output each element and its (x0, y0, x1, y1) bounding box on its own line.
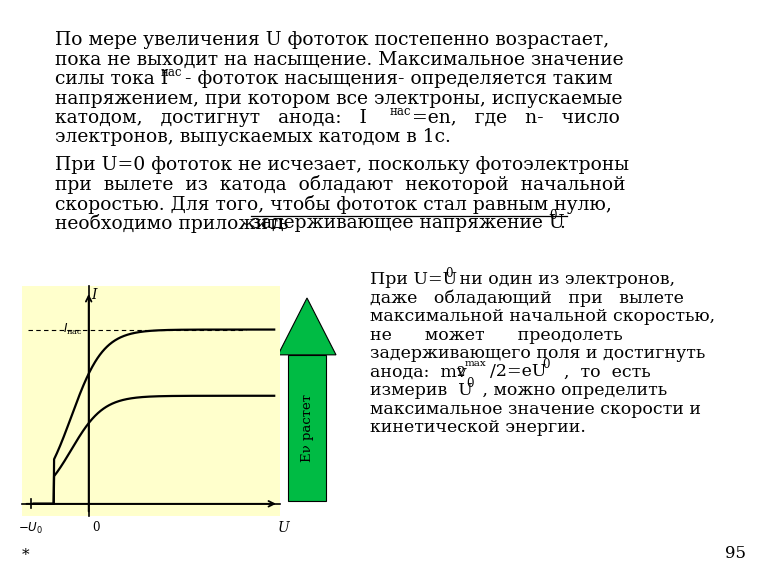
Text: /2=eU: /2=eU (490, 363, 546, 381)
Text: пока не выходит на насыщение. Максимальное значение: пока не выходит на насыщение. Максимальн… (55, 51, 624, 69)
Text: электронов, выпускаемых катодом в 1с.: электронов, выпускаемых катодом в 1с. (55, 128, 451, 146)
Polygon shape (278, 298, 336, 355)
Text: - фототок насыщения- определяется таким: - фототок насыщения- определяется таким (185, 70, 613, 88)
Text: =en,   где   n-   число: =en, где n- число (412, 109, 620, 127)
Text: 95: 95 (724, 545, 746, 562)
Text: max: max (465, 358, 487, 367)
Text: 2: 2 (456, 366, 465, 378)
Text: U: U (278, 521, 290, 535)
Text: 0: 0 (549, 209, 557, 222)
Text: *: * (22, 548, 30, 562)
Text: максимальное значение скорости и: максимальное значение скорости и (370, 400, 701, 418)
Bar (288, 355, 326, 501)
Text: , можно определить: , можно определить (477, 382, 667, 399)
Text: $-U_0$: $-U_0$ (18, 521, 43, 536)
Text: .: . (559, 214, 565, 232)
Text: задерживающего поля и достигнуть: задерживающего поля и достигнуть (370, 345, 705, 362)
Text: ,  то  есть: , то есть (553, 363, 650, 381)
Text: силы тока I: силы тока I (55, 70, 168, 88)
Text: анода:  mv: анода: mv (370, 363, 467, 381)
Text: По мере увеличения U фототок постепенно возрастает,: По мере увеличения U фототок постепенно … (55, 31, 609, 49)
Text: $I_{\mathregular{нас}}$: $I_{\mathregular{нас}}$ (63, 322, 83, 337)
Text: напряжением, при котором все электроны, испускаемые: напряжением, при котором все электроны, … (55, 89, 623, 108)
Text: I: I (91, 288, 97, 302)
Text: нас: нас (390, 105, 412, 118)
Bar (22, 286, 280, 516)
Text: даже   обладающий   при   вылете: даже обладающий при вылете (370, 290, 684, 307)
Text: ни один из электронов,: ни один из электронов, (454, 271, 675, 288)
Text: не      может      преодолеть: не может преодолеть (370, 327, 623, 343)
Text: кинетической энергии.: кинетической энергии. (370, 419, 586, 436)
Text: необходимо приложить: необходимо приложить (55, 214, 294, 233)
Text: Eν растет: Eν растет (300, 394, 313, 462)
Text: 0: 0 (542, 358, 549, 372)
Text: скоростью. Для того, чтобы фототок стал равным нулю,: скоростью. Для того, чтобы фототок стал … (55, 195, 612, 214)
Text: При U=U: При U=U (370, 271, 457, 288)
Text: катодом,   достигнут   анода:   I: катодом, достигнут анода: I (55, 109, 367, 127)
Text: задерживающее напряжение U: задерживающее напряжение U (251, 214, 564, 232)
Text: 0: 0 (466, 377, 474, 390)
Text: измерив  U: измерив U (370, 382, 473, 399)
Text: при  вылете  из  катода  обладают  некоторой  начальной: при вылете из катода обладают некоторой … (55, 175, 625, 194)
Text: При U=0 фототок не исчезает, поскольку фотоэлектроны: При U=0 фототок не исчезает, поскольку ф… (55, 156, 629, 174)
Text: максимальной начальной скоростью,: максимальной начальной скоростью, (370, 308, 715, 325)
Text: нас: нас (161, 66, 183, 79)
Text: 0: 0 (445, 267, 452, 280)
Text: 0: 0 (92, 521, 100, 534)
